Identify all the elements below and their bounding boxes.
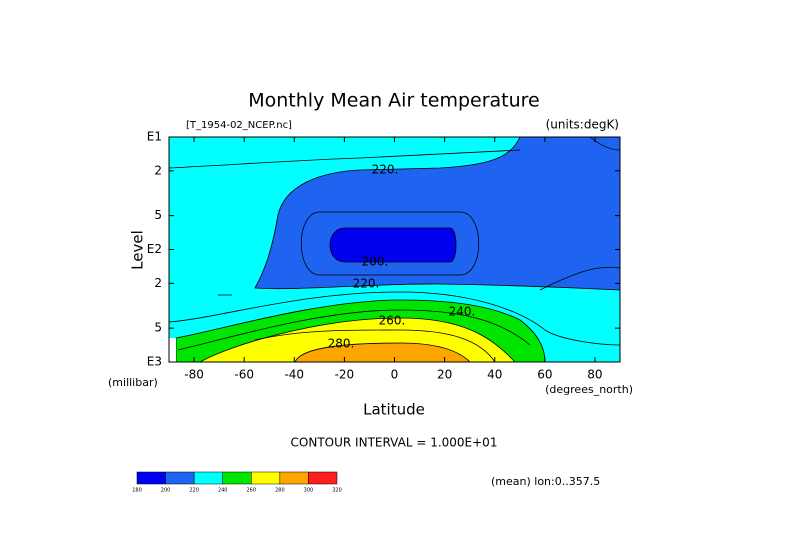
colorbar-label: 260	[247, 488, 257, 494]
y-axis-label: Level	[129, 230, 147, 270]
x-tick-label: -80	[184, 368, 204, 382]
colorbar-swatch	[308, 471, 338, 485]
colorbar-label: 200	[161, 488, 171, 494]
colorbar-swatch	[136, 471, 166, 485]
contour-line	[301, 211, 479, 276]
colorbar: 180 200 220 240 260 280 300 320	[132, 471, 342, 494]
colorbar-swatch	[193, 471, 223, 485]
contour-line	[168, 291, 621, 346]
contour-line	[254, 329, 496, 363]
colorbar-label: 300	[304, 488, 314, 494]
contour-line	[539, 266, 621, 291]
contour-label: 240.	[449, 305, 476, 319]
colorbar-label: 320	[332, 488, 342, 494]
blank-area	[169, 338, 176, 362]
y-tick-label: 5	[154, 208, 162, 222]
y-tick-label: 2	[154, 276, 162, 290]
x-tick-label: 20	[437, 368, 452, 382]
contour-fill	[294, 342, 471, 363]
x-units: (degrees_north)	[545, 383, 633, 396]
contour-label: 220.	[353, 277, 380, 291]
y-units: (millibar)	[108, 376, 158, 389]
contour-label: 280.	[328, 337, 355, 351]
y-tick-label: E1	[147, 130, 162, 144]
colorbar-swatch	[279, 471, 309, 485]
y-tick-label: E3	[147, 355, 162, 369]
colorbar-label: 280	[275, 488, 285, 494]
colorbar-label: 240	[218, 488, 228, 494]
x-tick-label: -60	[234, 368, 254, 382]
x-axis-label: Latitude	[363, 401, 425, 419]
x-tick-label: 40	[487, 368, 502, 382]
colorbar-swatch	[222, 471, 252, 485]
colorbar-swatch	[251, 471, 281, 485]
contour-line	[168, 149, 521, 169]
contour-line	[589, 136, 621, 151]
x-tick-label: -20	[335, 368, 355, 382]
x-tick-label: 0	[391, 368, 399, 382]
file-label: [T_1954-02_NCEP.nc]	[186, 120, 292, 131]
x-tick-label: 60	[537, 368, 552, 382]
colorbar-swatch	[165, 471, 195, 485]
units-label: (units:degK)	[546, 118, 619, 132]
plot-area: 220. 200. 220. 240. 260. 280. -80 -60 -40 -20 0 20 4…	[147, 130, 621, 382]
contour-label: 200.	[362, 255, 389, 269]
contour-fill	[329, 227, 457, 263]
footer-note: (mean) lon:0..357.5	[491, 475, 600, 488]
colorbar-label: 180	[132, 488, 142, 494]
y-tick-label: E2	[147, 242, 162, 256]
x-tick-label: 80	[587, 368, 602, 382]
contour-label: 220.	[372, 163, 399, 177]
chart-title: Monthly Mean Air temperature	[248, 90, 539, 112]
contour-line	[177, 309, 531, 351]
contour-label: 260.	[379, 314, 406, 328]
colorbar-label: 220	[189, 488, 199, 494]
y-tick-label: 5	[154, 321, 162, 335]
y-tick-label: 2	[154, 163, 162, 177]
x-tick-label: -40	[284, 368, 304, 382]
contour-interval: CONTOUR INTERVAL = 1.000E+01	[291, 436, 498, 450]
